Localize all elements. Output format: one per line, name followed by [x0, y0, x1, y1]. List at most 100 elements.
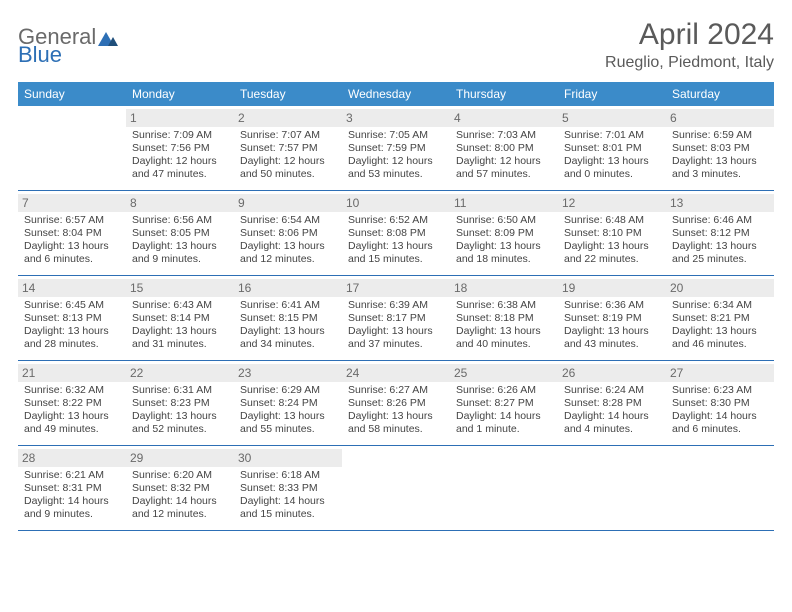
sunset-text: Sunset: 8:31 PM: [24, 482, 120, 495]
daylight-text: and 55 minutes.: [240, 423, 336, 436]
sunrise-text: Sunrise: 6:48 AM: [564, 214, 660, 227]
day-cell: 3Sunrise: 7:05 AMSunset: 7:59 PMDaylight…: [342, 106, 450, 190]
calendar: SundayMondayTuesdayWednesdayThursdayFrid…: [18, 82, 774, 531]
sunset-text: Sunset: 8:33 PM: [240, 482, 336, 495]
daylight-text: and 15 minutes.: [240, 508, 336, 521]
day-cell: 26Sunrise: 6:24 AMSunset: 8:28 PMDayligh…: [558, 361, 666, 445]
day-number: 11: [450, 194, 558, 212]
day-number: 25: [450, 364, 558, 382]
title-block: April 2024 Rueglio, Piedmont, Italy: [605, 18, 774, 72]
daylight-text: Daylight: 13 hours: [132, 325, 228, 338]
daylight-text: and 37 minutes.: [348, 338, 444, 351]
page-title: April 2024: [605, 18, 774, 52]
empty-cell: .: [558, 446, 666, 530]
day-number: 22: [126, 364, 234, 382]
sunset-text: Sunset: 8:13 PM: [24, 312, 120, 325]
sunset-text: Sunset: 7:57 PM: [240, 142, 336, 155]
day-number: 19: [558, 279, 666, 297]
daylight-text: Daylight: 13 hours: [672, 325, 768, 338]
sunrise-text: Sunrise: 7:01 AM: [564, 129, 660, 142]
empty-cell: .: [342, 446, 450, 530]
sunrise-text: Sunrise: 6:23 AM: [672, 384, 768, 397]
logo-triangle-icon: [98, 28, 118, 46]
sunrise-text: Sunrise: 6:21 AM: [24, 469, 120, 482]
sunset-text: Sunset: 8:00 PM: [456, 142, 552, 155]
day-cell: 21Sunrise: 6:32 AMSunset: 8:22 PMDayligh…: [18, 361, 126, 445]
daylight-text: Daylight: 12 hours: [456, 155, 552, 168]
calendar-body: .1Sunrise: 7:09 AMSunset: 7:56 PMDayligh…: [18, 106, 774, 531]
calendar-page: General April 2024 Rueglio, Piedmont, It…: [0, 0, 792, 531]
sunset-text: Sunset: 8:01 PM: [564, 142, 660, 155]
day-number: 20: [666, 279, 774, 297]
sunrise-text: Sunrise: 6:56 AM: [132, 214, 228, 227]
calendar-week: 21Sunrise: 6:32 AMSunset: 8:22 PMDayligh…: [18, 361, 774, 446]
sunset-text: Sunset: 7:56 PM: [132, 142, 228, 155]
day-cell: 11Sunrise: 6:50 AMSunset: 8:09 PMDayligh…: [450, 191, 558, 275]
day-cell: 24Sunrise: 6:27 AMSunset: 8:26 PMDayligh…: [342, 361, 450, 445]
daylight-text: and 49 minutes.: [24, 423, 120, 436]
logo-line2: Blue: [18, 42, 62, 68]
daylight-text: and 22 minutes.: [564, 253, 660, 266]
day-cell: 19Sunrise: 6:36 AMSunset: 8:19 PMDayligh…: [558, 276, 666, 360]
day-number: 21: [18, 364, 126, 382]
sunset-text: Sunset: 8:12 PM: [672, 227, 768, 240]
day-cell: 14Sunrise: 6:45 AMSunset: 8:13 PMDayligh…: [18, 276, 126, 360]
daylight-text: Daylight: 13 hours: [456, 240, 552, 253]
weekday-header: Saturday: [666, 82, 774, 106]
weekday-header: Monday: [126, 82, 234, 106]
sunset-text: Sunset: 8:18 PM: [456, 312, 552, 325]
day-number: 9: [234, 194, 342, 212]
day-number: 6: [666, 109, 774, 127]
day-cell: 7Sunrise: 6:57 AMSunset: 8:04 PMDaylight…: [18, 191, 126, 275]
sunrise-text: Sunrise: 6:32 AM: [24, 384, 120, 397]
daylight-text: and 53 minutes.: [348, 168, 444, 181]
sunrise-text: Sunrise: 6:46 AM: [672, 214, 768, 227]
daylight-text: Daylight: 13 hours: [672, 240, 768, 253]
day-number: 10: [342, 194, 450, 212]
sunset-text: Sunset: 8:30 PM: [672, 397, 768, 410]
daylight-text: Daylight: 12 hours: [132, 155, 228, 168]
sunset-text: Sunset: 8:26 PM: [348, 397, 444, 410]
daylight-text: and 1 minute.: [456, 423, 552, 436]
weekday-header: Thursday: [450, 82, 558, 106]
empty-cell: .: [450, 446, 558, 530]
daylight-text: Daylight: 13 hours: [132, 410, 228, 423]
daylight-text: and 28 minutes.: [24, 338, 120, 351]
weekday-header: Friday: [558, 82, 666, 106]
sunrise-text: Sunrise: 6:39 AM: [348, 299, 444, 312]
day-number: 7: [18, 194, 126, 212]
daylight-text: and 6 minutes.: [672, 423, 768, 436]
daylight-text: Daylight: 13 hours: [564, 155, 660, 168]
day-number: 2: [234, 109, 342, 127]
daylight-text: and 43 minutes.: [564, 338, 660, 351]
sunset-text: Sunset: 8:14 PM: [132, 312, 228, 325]
day-cell: 8Sunrise: 6:56 AMSunset: 8:05 PMDaylight…: [126, 191, 234, 275]
daylight-text: and 57 minutes.: [456, 168, 552, 181]
calendar-week: 14Sunrise: 6:45 AMSunset: 8:13 PMDayligh…: [18, 276, 774, 361]
day-number: 27: [666, 364, 774, 382]
day-number: 17: [342, 279, 450, 297]
day-cell: 10Sunrise: 6:52 AMSunset: 8:08 PMDayligh…: [342, 191, 450, 275]
daylight-text: Daylight: 14 hours: [456, 410, 552, 423]
daylight-text: and 47 minutes.: [132, 168, 228, 181]
daylight-text: Daylight: 14 hours: [24, 495, 120, 508]
day-cell: 30Sunrise: 6:18 AMSunset: 8:33 PMDayligh…: [234, 446, 342, 530]
weekday-header: Wednesday: [342, 82, 450, 106]
daylight-text: Daylight: 13 hours: [672, 155, 768, 168]
sunset-text: Sunset: 8:19 PM: [564, 312, 660, 325]
sunrise-text: Sunrise: 6:52 AM: [348, 214, 444, 227]
day-cell: 23Sunrise: 6:29 AMSunset: 8:24 PMDayligh…: [234, 361, 342, 445]
sunset-text: Sunset: 8:05 PM: [132, 227, 228, 240]
weekday-header-row: SundayMondayTuesdayWednesdayThursdayFrid…: [18, 82, 774, 106]
day-number: 29: [126, 449, 234, 467]
day-number: 23: [234, 364, 342, 382]
sunset-text: Sunset: 8:06 PM: [240, 227, 336, 240]
daylight-text: Daylight: 13 hours: [348, 325, 444, 338]
day-cell: 5Sunrise: 7:01 AMSunset: 8:01 PMDaylight…: [558, 106, 666, 190]
sunrise-text: Sunrise: 6:18 AM: [240, 469, 336, 482]
sunrise-text: Sunrise: 7:05 AM: [348, 129, 444, 142]
sunset-text: Sunset: 8:27 PM: [456, 397, 552, 410]
daylight-text: and 18 minutes.: [456, 253, 552, 266]
sunrise-text: Sunrise: 6:50 AM: [456, 214, 552, 227]
day-number: 26: [558, 364, 666, 382]
